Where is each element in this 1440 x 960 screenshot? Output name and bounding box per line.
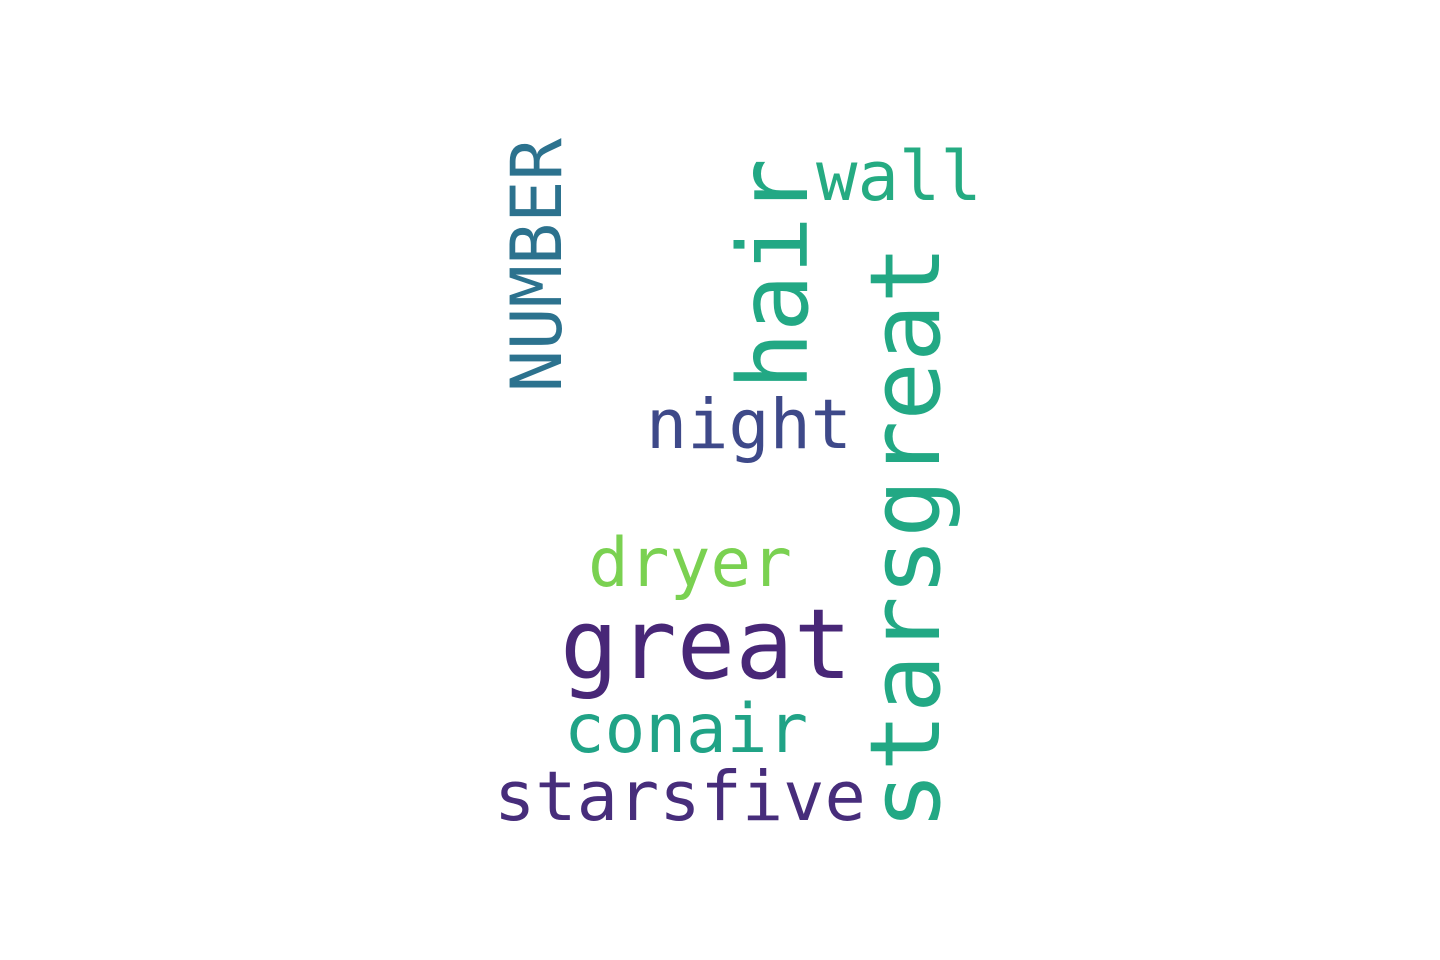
- word-night: night: [646, 384, 853, 465]
- word-wall: wall: [816, 136, 982, 217]
- word-dryer: dryer: [588, 523, 792, 603]
- word-conair: conair: [564, 689, 809, 769]
- word-hair: hair: [717, 158, 830, 390]
- word-starsfive: starsfive: [494, 756, 866, 837]
- word-NUMBER: NUMBER: [495, 137, 578, 393]
- word-great: great: [560, 587, 852, 701]
- word-starsgreat: starsgreat: [848, 244, 962, 830]
